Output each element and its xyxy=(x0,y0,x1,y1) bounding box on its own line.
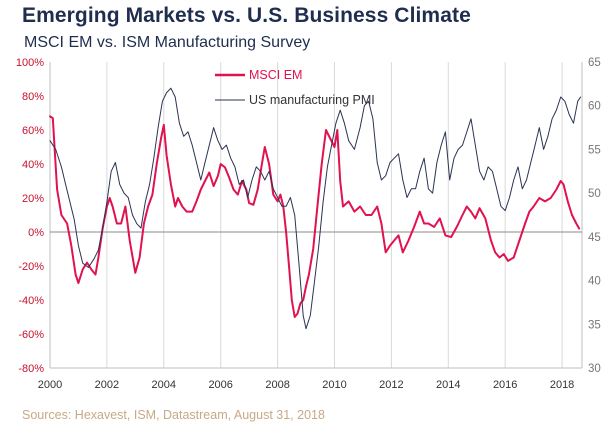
x-tick-label: 2006 xyxy=(208,379,232,391)
right-tick-label: 50 xyxy=(588,188,601,200)
right-tick-label: 65 xyxy=(588,57,601,69)
left-tick-label: 40% xyxy=(22,159,44,171)
source-note: Sources: Hexavest, ISM, Datastream, Augu… xyxy=(22,408,325,422)
x-tick-label: 2018 xyxy=(550,379,574,391)
right-tick-label: 60 xyxy=(588,101,601,113)
left-tick-label: 100% xyxy=(16,57,44,69)
us-pmi-line xyxy=(49,87,582,330)
legend-label-msci-em: MSCI EM xyxy=(249,68,302,82)
right-tick-label: 55 xyxy=(588,144,601,156)
chart-subtitle: MSCI EM vs. ISM Manufacturing Survey xyxy=(24,34,311,51)
x-tick-label: 2004 xyxy=(152,379,176,391)
grid-lines xyxy=(49,62,583,369)
right-tick-label: 35 xyxy=(588,319,601,331)
x-tick-label: 2014 xyxy=(436,379,460,391)
x-tick-label: 2008 xyxy=(265,379,289,391)
x-tick-label: 2016 xyxy=(493,379,517,391)
left-tick-label: 80% xyxy=(22,91,44,103)
left-tick-label: -60% xyxy=(18,329,44,341)
x-tick-label: 2012 xyxy=(379,379,403,391)
right-tick-label: 45 xyxy=(588,232,601,244)
left-tick-label: -20% xyxy=(18,261,44,273)
right-tick-label: 40 xyxy=(588,276,601,288)
left-tick-label: -40% xyxy=(18,295,44,307)
x-tick-label: 2010 xyxy=(322,379,346,391)
left-tick-label: 60% xyxy=(22,125,44,137)
legend-label-us-pmi: US manufacturing PMI xyxy=(249,93,375,107)
left-tick-label: -80% xyxy=(18,363,44,375)
legend: MSCI EM US manufacturing PMI xyxy=(215,68,375,107)
right-tick-label: 30 xyxy=(588,363,601,375)
x-tick-label: 2002 xyxy=(95,379,119,391)
series-group xyxy=(49,87,582,330)
left-tick-label: 20% xyxy=(22,193,44,205)
left-tick-label: 0% xyxy=(28,227,44,239)
axes: 100% 80% 60% 40% 20% 0% -20% -40% -60% -80% 65 60 55… xyxy=(16,57,601,391)
msci-em-line xyxy=(49,115,581,318)
x-tick-label: 2000 xyxy=(38,379,62,391)
chart-title: Emerging Markets vs. U.S. Business Clima… xyxy=(22,4,471,27)
